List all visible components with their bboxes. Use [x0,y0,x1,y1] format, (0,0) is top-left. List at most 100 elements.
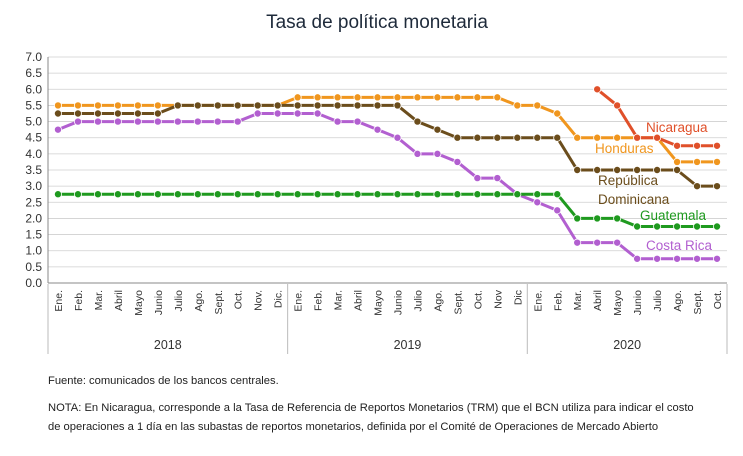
data-point [213,190,222,199]
data-point [653,133,662,142]
data-point [373,93,382,102]
y-tick-label: 5.0 [25,115,42,129]
data-point [493,174,502,183]
x-tick-label: Dic. [273,290,285,308]
x-tick-label: Sept. [452,290,464,315]
data-point [393,101,402,110]
data-point [713,222,722,231]
data-point [613,214,622,223]
data-point [393,93,402,102]
x-tick-label: Mar. [572,290,584,310]
data-point [153,101,162,110]
data-point [533,198,542,207]
x-tick-label: Oct. [233,290,245,309]
data-point [593,214,602,223]
y-tick-label: 5.5 [25,98,42,112]
data-point [673,141,682,150]
year-groups: 2018 2019 2020 [47,284,728,354]
data-point [413,117,422,126]
data-point [413,190,422,199]
x-tick-label: Julio [173,290,185,312]
data-point [273,109,282,118]
data-point [293,109,302,118]
y-tick-label: 1.5 [25,228,42,242]
data-point [433,149,442,158]
y-axis-ticks: 0.0 0.5 1.0 1.5 2.0 2.5 3.0 3.5 4.0 4.5 5.0 5.5 6.0 6… [25,50,42,290]
data-point [253,101,262,110]
data-point [173,101,182,110]
data-point [493,190,502,199]
data-point [313,190,322,199]
x-tick-label: Sept. [213,290,225,315]
x-tick-label: Abril [353,290,365,311]
year-label: 2019 [394,338,422,352]
data-point [233,190,242,199]
x-tick-label: Feb. [552,290,564,311]
y-tick-label: 4.5 [25,131,42,145]
data-point [393,190,402,199]
data-point [553,206,562,215]
data-point [153,190,162,199]
series-label: Nicaragua [646,120,708,135]
data-point [433,190,442,199]
data-point [333,190,342,199]
x-tick-label: Sept. [692,290,704,315]
data-point [593,165,602,174]
series-2 [53,109,722,263]
x-tick-label: Junio [153,290,165,315]
data-point [313,109,322,118]
data-point [413,93,422,102]
data-point [433,125,442,134]
data-point [253,190,262,199]
data-point [593,85,602,94]
data-point [533,190,542,199]
data-point [553,109,562,118]
series-label: Guatemala [640,208,707,223]
data-point [113,117,122,126]
data-point [253,109,262,118]
year-label: 2020 [613,338,641,352]
data-point [333,117,342,126]
data-point [393,133,402,142]
series-label: Costa Rica [646,238,713,253]
data-point [73,109,82,118]
data-point [613,238,622,247]
data-point [113,109,122,118]
data-point [113,190,122,199]
data-point [133,117,142,126]
policy-rate-chart: Tasa de política monetaria 0.0 0.5 1.0 1.5 2… [25,12,728,354]
data-point [53,101,62,110]
series-labels: Honduras República Dominicana Costa Rica Gua… [595,120,713,253]
x-tick-label: Junio [632,290,644,315]
axes [47,57,727,284]
series-label: República [598,173,659,188]
data-point [693,141,702,150]
data-point [573,214,582,223]
x-tick-label: Ago. [432,290,444,312]
y-tick-label: 4.0 [25,147,42,161]
x-tick-label: Feb. [313,290,325,311]
data-point [613,101,622,110]
x-tick-label: Mar. [333,290,345,310]
x-tick-label: Nov [492,289,504,308]
x-tick-label: Mayo [133,290,145,316]
data-point [153,109,162,118]
data-point [293,190,302,199]
data-point [133,101,142,110]
data-point [693,254,702,263]
data-point [293,93,302,102]
data-point [333,93,342,102]
data-point [233,117,242,126]
data-point [493,133,502,142]
data-point [133,190,142,199]
y-tick-label: 3.0 [25,179,42,193]
data-point [213,101,222,110]
x-tick-label: Oct. [712,290,724,309]
y-tick-label: 0.5 [25,260,42,274]
series-lines [53,85,722,263]
data-point [633,254,642,263]
data-point [593,238,602,247]
data-point [453,93,462,102]
series-label: Dominicana [598,192,670,207]
x-tick-label: Mayo [612,290,624,316]
